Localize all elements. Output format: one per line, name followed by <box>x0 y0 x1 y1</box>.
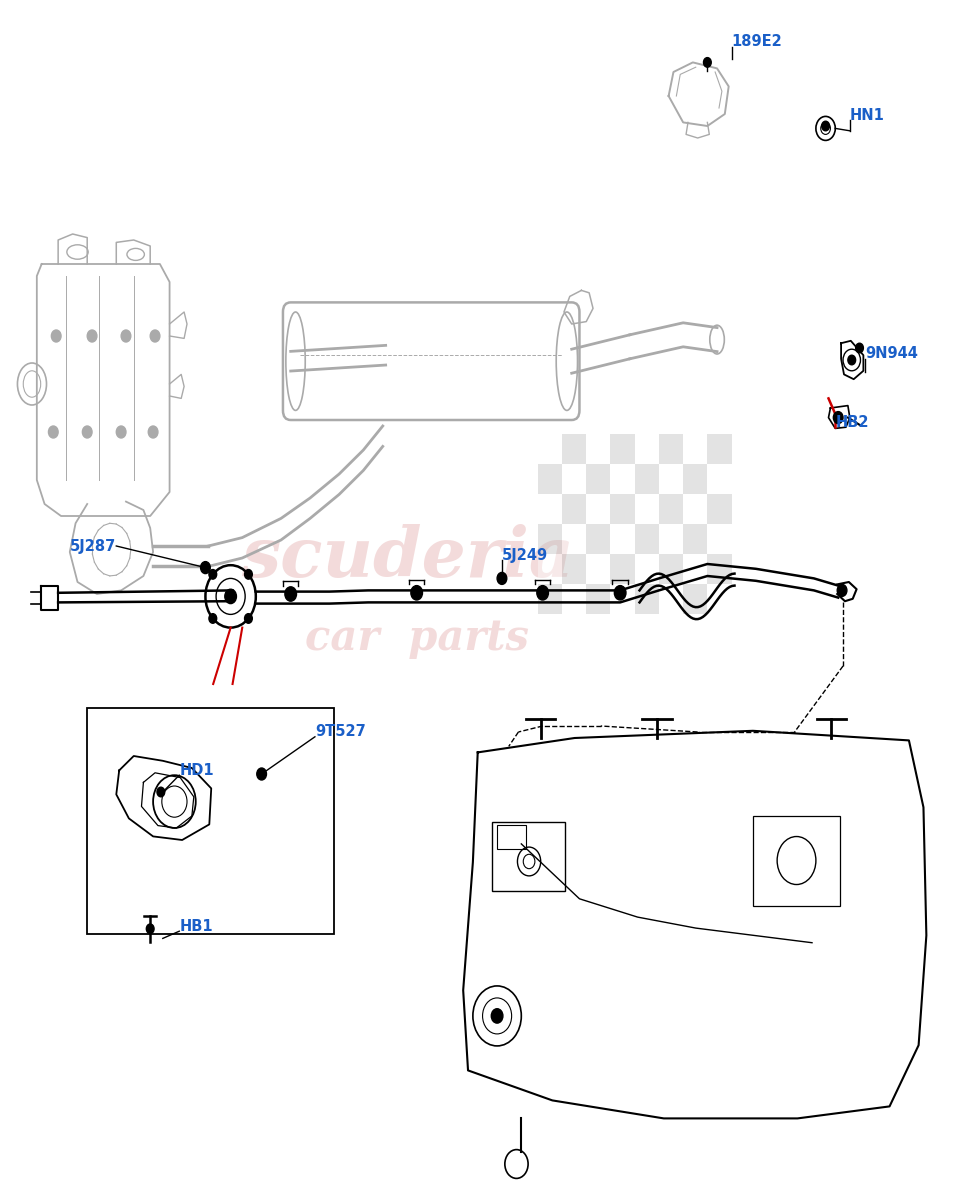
Circle shape <box>537 586 548 600</box>
Circle shape <box>244 570 252 580</box>
Bar <box>659 464 683 494</box>
Circle shape <box>491 1009 503 1024</box>
Circle shape <box>411 586 422 600</box>
Bar <box>492 822 565 892</box>
Bar <box>586 554 610 584</box>
Bar <box>683 494 707 524</box>
Bar <box>586 524 610 554</box>
Circle shape <box>833 412 843 424</box>
Bar <box>707 524 732 554</box>
Circle shape <box>146 924 154 934</box>
Bar <box>87 708 334 934</box>
Bar <box>659 494 683 524</box>
Circle shape <box>157 787 165 797</box>
Bar <box>659 524 683 554</box>
Bar <box>610 434 635 464</box>
Circle shape <box>116 426 126 438</box>
Text: 9T527: 9T527 <box>315 725 365 739</box>
Circle shape <box>150 330 160 342</box>
Text: HB2: HB2 <box>835 415 869 430</box>
Circle shape <box>48 426 58 438</box>
Bar <box>586 464 610 494</box>
Circle shape <box>87 330 97 342</box>
Bar <box>683 524 707 554</box>
Bar <box>562 584 586 614</box>
Bar <box>610 584 635 614</box>
Text: car  parts: car parts <box>304 617 529 659</box>
Bar <box>562 464 586 494</box>
Bar <box>586 494 610 524</box>
Circle shape <box>497 572 507 584</box>
Bar <box>610 554 635 584</box>
Bar <box>610 464 635 494</box>
Bar <box>659 434 683 464</box>
Text: HN1: HN1 <box>850 108 885 122</box>
Circle shape <box>209 613 217 623</box>
Circle shape <box>82 426 92 438</box>
Circle shape <box>837 584 847 596</box>
Text: scuderia: scuderia <box>240 524 574 592</box>
Bar <box>538 524 562 554</box>
Bar <box>707 554 732 584</box>
Bar <box>753 816 840 906</box>
Bar <box>635 494 659 524</box>
Bar <box>562 524 586 554</box>
Bar <box>538 494 562 524</box>
Bar <box>683 434 707 464</box>
Bar <box>659 584 683 614</box>
Bar <box>683 554 707 584</box>
Text: HB1: HB1 <box>179 919 213 934</box>
Circle shape <box>244 613 252 623</box>
Bar <box>659 554 683 584</box>
Bar <box>635 524 659 554</box>
Bar <box>586 584 610 614</box>
Text: 189E2: 189E2 <box>732 35 782 49</box>
Bar <box>562 554 586 584</box>
Bar <box>635 584 659 614</box>
Bar <box>562 494 586 524</box>
Circle shape <box>121 330 131 342</box>
Text: 5J249: 5J249 <box>502 548 548 563</box>
Bar <box>538 554 562 584</box>
FancyBboxPatch shape <box>283 302 579 420</box>
Bar <box>497 826 526 850</box>
Bar <box>683 584 707 614</box>
Circle shape <box>856 343 863 353</box>
Circle shape <box>201 562 210 574</box>
Circle shape <box>703 58 711 67</box>
Bar <box>707 584 732 614</box>
Bar <box>538 434 562 464</box>
Bar <box>562 434 586 464</box>
Circle shape <box>848 355 856 365</box>
Bar <box>610 524 635 554</box>
Bar <box>586 434 610 464</box>
Bar <box>707 464 732 494</box>
Circle shape <box>225 589 236 604</box>
Circle shape <box>51 330 61 342</box>
Bar <box>707 434 732 464</box>
Bar <box>635 464 659 494</box>
Circle shape <box>285 587 297 601</box>
Bar <box>610 494 635 524</box>
Circle shape <box>257 768 266 780</box>
Bar <box>635 554 659 584</box>
Text: HD1: HD1 <box>179 763 214 778</box>
Circle shape <box>822 121 829 131</box>
Text: 5J287: 5J287 <box>70 539 116 553</box>
Text: 9N944: 9N944 <box>865 347 919 361</box>
Bar <box>538 464 562 494</box>
Bar <box>683 464 707 494</box>
Bar <box>635 434 659 464</box>
Circle shape <box>209 570 217 580</box>
Circle shape <box>148 426 158 438</box>
Bar <box>538 584 562 614</box>
Circle shape <box>614 586 626 600</box>
Bar <box>707 494 732 524</box>
